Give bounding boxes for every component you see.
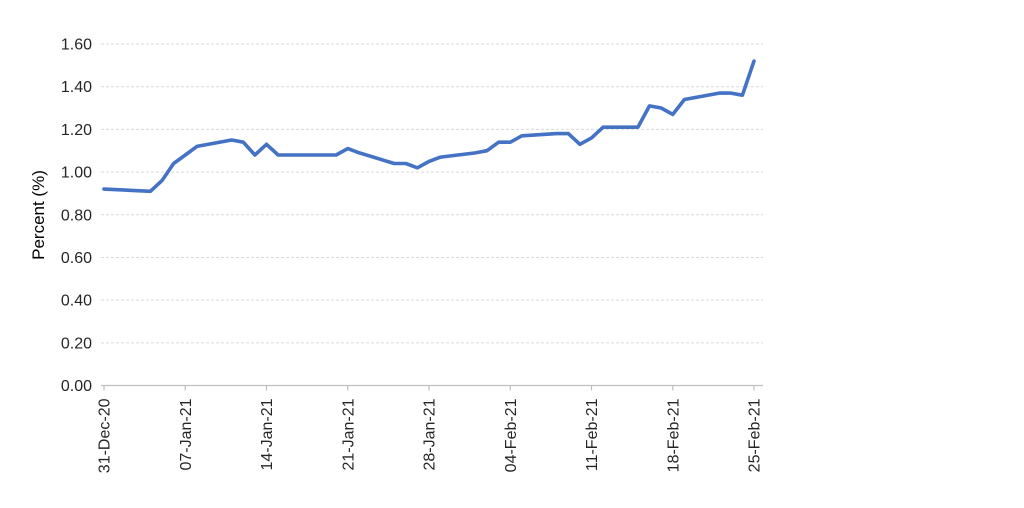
y-tick-label: 0.00 (61, 378, 92, 395)
y-tick-label: 0.60 (61, 250, 92, 267)
y-tick-label: 1.00 (61, 165, 92, 182)
y-tick-label: 0.40 (61, 293, 92, 310)
x-tick-label: 07-Jan-21 (178, 398, 195, 470)
x-tick-label: 31-Dec-20 (97, 398, 114, 473)
y-tick-label: 1.20 (61, 122, 92, 139)
x-tick-label: 14-Jan-21 (259, 398, 276, 470)
x-tick-label: 11-Feb-21 (584, 398, 601, 471)
x-tick-label: 28-Jan-21 (422, 398, 439, 470)
y-axis-title: Percent (%) (29, 170, 48, 260)
x-tick-label: 18-Feb-21 (665, 398, 682, 472)
y-tick-label: 0.80 (61, 207, 92, 224)
y-tick-label: 1.60 (61, 37, 92, 54)
y-tick-label: 1.40 (61, 79, 92, 96)
y-tick-label: 0.20 (61, 335, 92, 352)
x-tick-label: 04-Feb-21 (503, 398, 520, 472)
x-tick-label: 25-Feb-21 (747, 398, 764, 472)
yield-line (102, 59, 756, 194)
x-tick-label: 21-Jan-21 (340, 398, 357, 470)
